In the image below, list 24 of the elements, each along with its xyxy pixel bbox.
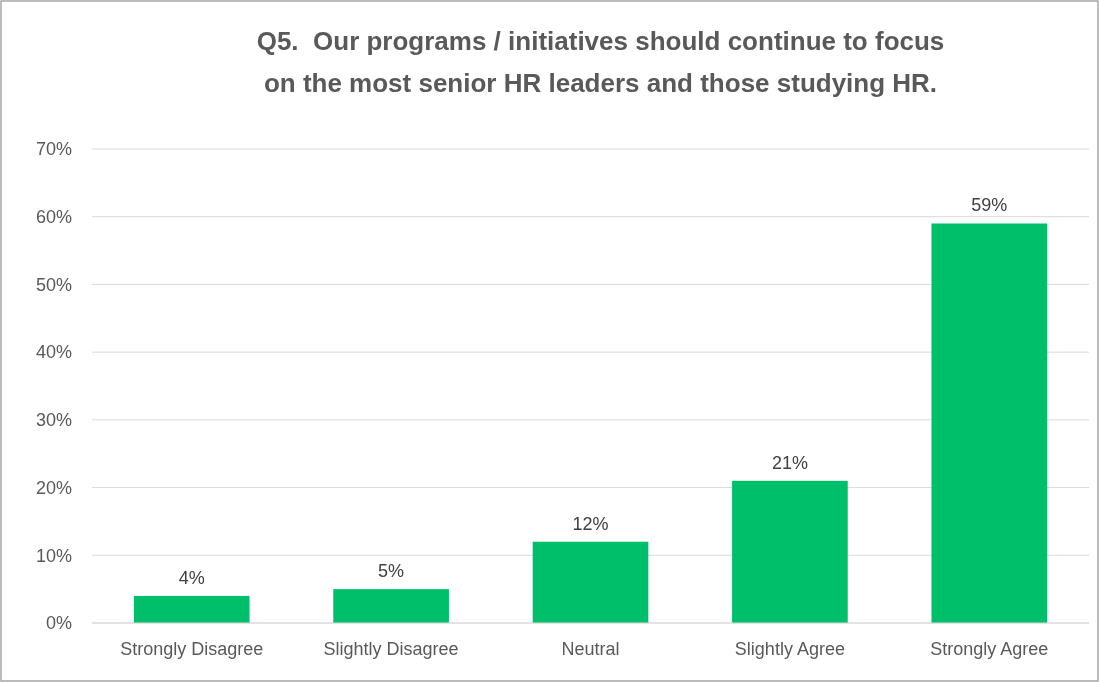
data-label: 12%	[572, 513, 609, 534]
x-tick-label: Slightly Disagree	[323, 639, 459, 659]
bar	[931, 223, 1048, 623]
bar	[732, 480, 848, 623]
data-label: 5%	[378, 561, 405, 582]
bar	[133, 595, 250, 623]
bar	[532, 541, 649, 623]
bar	[333, 589, 449, 623]
data-label: 59%	[971, 195, 1008, 216]
x-tick-label: Slightly Agree	[734, 639, 845, 659]
data-label: 21%	[771, 452, 808, 473]
x-tick-label: Neutral	[561, 639, 620, 659]
data-label: 4%	[178, 567, 205, 588]
y-tick-label: 0%	[45, 613, 72, 634]
y-tick-label: 50%	[35, 274, 72, 295]
y-tick-label: 40%	[35, 342, 72, 363]
x-tick-label: Strongly Disagree	[120, 639, 264, 659]
x-tick-label: Strongly Agree	[930, 639, 1049, 659]
y-tick-label: 30%	[35, 410, 72, 431]
y-tick-label: 20%	[35, 477, 72, 498]
chart-title: Q5. Our programs / initiatives should continue to focus on the most senior HR leaders and those studying HR.	[256, 26, 945, 98]
y-tick-label: 60%	[35, 207, 72, 228]
y-tick-label: 10%	[35, 545, 72, 566]
y-tick-label: 70%	[35, 139, 72, 160]
